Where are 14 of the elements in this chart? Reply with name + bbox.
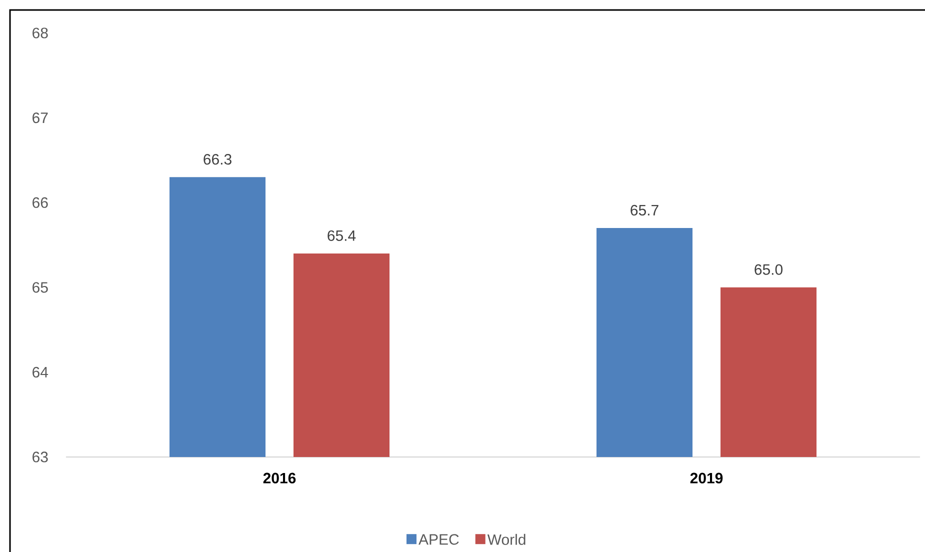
data-label: 65.4 [328, 230, 356, 241]
legend-label: World [487, 534, 526, 545]
data-label: 65.0 [754, 264, 783, 275]
legend-label: APEC [418, 534, 459, 545]
y-tick-label: 67 [32, 112, 48, 124]
data-label: 65.7 [630, 204, 658, 216]
x-tick-label: 2016 [263, 472, 296, 484]
y-tick-label: 64 [32, 366, 48, 378]
y-tick-label: 63 [32, 452, 48, 462]
y-tick-label: 66 [32, 197, 48, 208]
y-tick-label: 65 [32, 282, 48, 293]
y-tick-label: 68 [32, 28, 48, 38]
x-tick-label: 2019 [690, 472, 723, 484]
data-label: 66.3 [204, 154, 232, 165]
